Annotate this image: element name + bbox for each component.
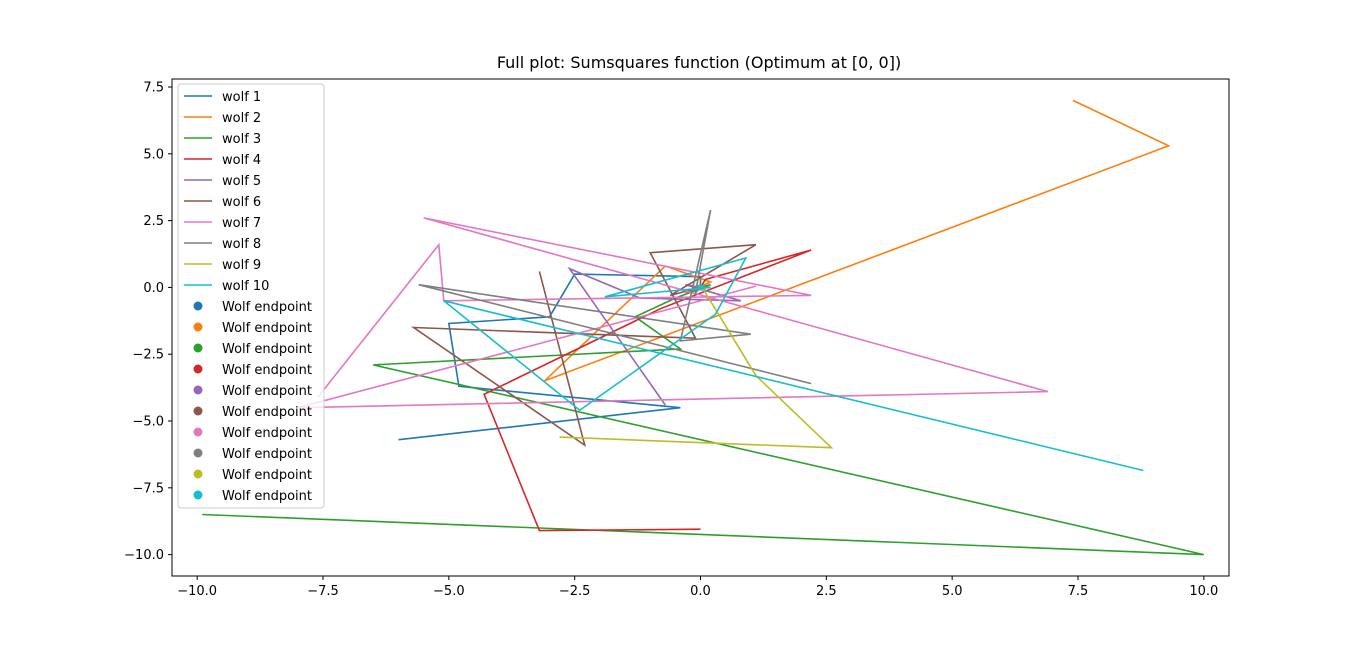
legend-label: Wolf endpoint	[222, 384, 312, 399]
legend-label: Wolf endpoint	[222, 300, 312, 315]
legend-marker-swatch	[193, 469, 203, 479]
legend-label: Wolf endpoint	[222, 426, 312, 441]
y-tick-label: −10.0	[124, 548, 164, 563]
legend-label: wolf 2	[222, 111, 261, 126]
legend-label: wolf 1	[222, 90, 261, 105]
y-tick-label: −2.5	[132, 348, 164, 363]
series-line-wolf-6	[410, 243, 757, 447]
y-tick-label: 2.5	[143, 214, 164, 229]
legend-label: wolf 5	[222, 174, 261, 189]
y-tick-label: −5.0	[132, 415, 164, 430]
legend-label: Wolf endpoint	[222, 447, 312, 462]
legend: wolf 1 wolf 2 wolf 3 wolf 4 wolf 5 wolf 6 wolf…	[177, 83, 325, 509]
endpoint-marker-10	[697, 284, 704, 291]
legend-label: Wolf endpoint	[222, 489, 312, 504]
legend-label: Wolf endpoint	[222, 363, 312, 378]
y-tick-label: 0.0	[143, 281, 164, 296]
x-tick-label: −10.0	[177, 584, 217, 599]
legend-label: wolf 9	[222, 258, 261, 273]
y-tick-label: 5.0	[143, 147, 164, 162]
legend-marker-swatch	[193, 322, 203, 332]
legend-marker-swatch	[193, 343, 203, 353]
legend-marker-swatch	[193, 490, 203, 500]
legend-label: wolf 3	[222, 132, 261, 147]
legend-label: wolf 10	[222, 279, 269, 294]
legend-label: Wolf endpoint	[222, 321, 312, 336]
endpoint-markers	[697, 284, 704, 291]
legend-label: Wolf endpoint	[222, 405, 312, 420]
series-line-wolf-8	[418, 209, 812, 385]
legend-label: Wolf endpoint	[222, 342, 312, 357]
legend-marker-swatch	[193, 364, 203, 374]
x-tick-label: 2.5	[816, 584, 837, 599]
y-tick-label: 7.5	[143, 81, 164, 96]
series-line-wolf-10	[443, 256, 1144, 472]
legend-marker-swatch	[193, 406, 203, 416]
x-tick-label: −7.5	[307, 584, 339, 599]
legend-label: wolf 7	[222, 216, 261, 231]
x-tick-label: −2.5	[559, 584, 591, 599]
x-tick-label: 5.0	[942, 584, 963, 599]
series-line-wolf-4	[483, 249, 812, 532]
legend-label: wolf 8	[222, 237, 261, 252]
x-tick-label: 0.0	[690, 584, 711, 599]
legend-label: wolf 4	[222, 153, 261, 168]
series-line-wolf-7	[297, 217, 1049, 409]
x-tick-label: 10.0	[1189, 584, 1218, 599]
legend-label: Wolf endpoint	[222, 468, 312, 483]
x-tick-label: −5.0	[433, 584, 465, 599]
plot-axes: −10.0 −7.5 −5.0 −2.5 0.0 2.5 5.0 7.5 10.0 7.5 5.0 2…	[124, 78, 1230, 599]
chart-title: Full plot: Sumsquares function (Optimum …	[497, 53, 901, 72]
legend-marker-swatch	[193, 448, 203, 458]
legend-label: wolf 6	[222, 195, 261, 210]
x-tick-label: 7.5	[1068, 584, 1089, 599]
y-tick-label: −7.5	[132, 481, 164, 496]
legend-marker-swatch	[193, 427, 203, 437]
legend-frame	[177, 83, 325, 509]
legend-marker-swatch	[193, 301, 203, 311]
legend-marker-swatch	[193, 385, 203, 395]
series-lines	[202, 99, 1204, 556]
